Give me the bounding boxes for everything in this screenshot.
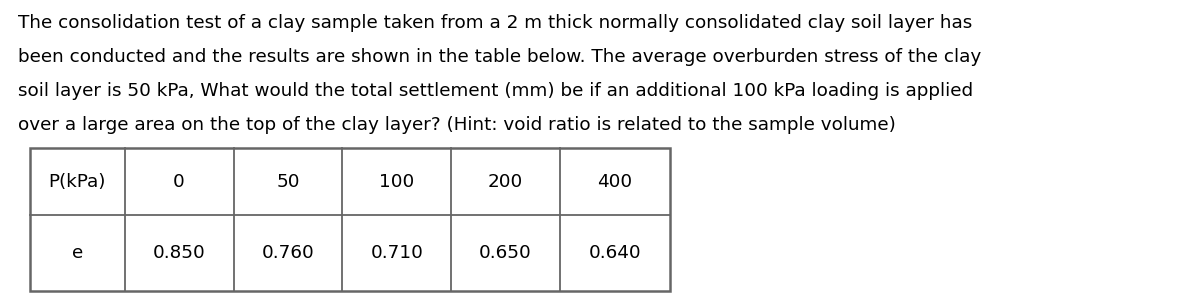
- Text: 400: 400: [598, 173, 632, 191]
- Text: over a large area on the top of the clay layer? (Hint: void ratio is related to : over a large area on the top of the clay…: [18, 116, 896, 134]
- Text: 0.650: 0.650: [479, 244, 532, 262]
- Text: 100: 100: [379, 173, 414, 191]
- Text: 0: 0: [173, 173, 185, 191]
- Text: soil layer is 50 kPa, What would the total settlement (mm) be if an additional 1: soil layer is 50 kPa, What would the tot…: [18, 82, 973, 100]
- Text: 50: 50: [276, 173, 300, 191]
- Text: e: e: [72, 244, 83, 262]
- Text: 0.760: 0.760: [262, 244, 314, 262]
- Text: 0.710: 0.710: [371, 244, 424, 262]
- Text: P(kPa): P(kPa): [49, 173, 106, 191]
- Text: 0.850: 0.850: [152, 244, 205, 262]
- Text: The consolidation test of a clay sample taken from a 2 m thick normally consolid: The consolidation test of a clay sample …: [18, 14, 972, 32]
- Text: 0.640: 0.640: [589, 244, 641, 262]
- Text: 200: 200: [488, 173, 523, 191]
- Text: been conducted and the results are shown in the table below. The average overbur: been conducted and the results are shown…: [18, 48, 982, 66]
